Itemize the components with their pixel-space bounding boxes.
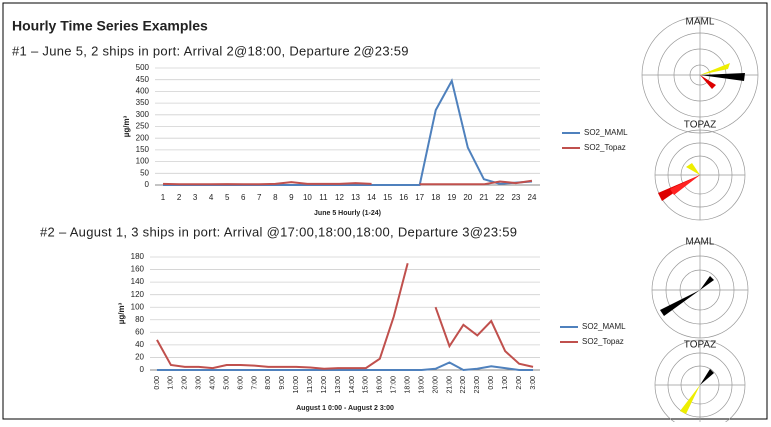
legend-label: SO2_MAML (582, 322, 626, 331)
x-tick-label: 14:00 (349, 376, 356, 394)
wind-rose (654, 129, 746, 221)
x-tick-label: 22:00 (460, 376, 467, 394)
x-tick-label: 9:00 (279, 376, 286, 390)
wind-rose (654, 339, 746, 427)
x-tick-label: 21:00 (446, 376, 453, 394)
x-tick-label: 20:00 (432, 376, 439, 394)
y-tick-label: 450 (136, 75, 150, 84)
x-tick-label: 7:00 (251, 376, 258, 390)
y-tick-label: 250 (136, 122, 150, 131)
x-tick-label: 20 (463, 193, 472, 202)
x-tick-label: 3 (193, 193, 198, 202)
wind-rose-label: MAML (686, 17, 715, 28)
y-tick-label: 300 (136, 110, 150, 119)
x-tick-label: 15 (383, 193, 392, 202)
x-tick-label: 24 (528, 193, 537, 202)
y-tick-label: 500 (136, 63, 150, 72)
x-tick-label: 10 (303, 193, 312, 202)
x-tick-label: 1 (161, 193, 166, 202)
x-tick-label: 0:00 (154, 376, 161, 390)
series-line (156, 263, 409, 370)
y-axis-label: µg/m³ (117, 302, 126, 324)
y-tick-label: 150 (136, 145, 150, 154)
legend-label: SO2_MAML (584, 128, 628, 137)
y-axis-label: µg/m³ (122, 115, 131, 137)
x-tick-label: 17:00 (391, 376, 398, 394)
wind-rose-label: TOPAZ (684, 340, 716, 351)
y-tick-label: 140 (131, 277, 145, 286)
y-tick-label: 350 (136, 98, 150, 107)
y-tick-label: 120 (131, 290, 145, 299)
x-tick-label: 5:00 (223, 376, 230, 390)
series-line (156, 361, 534, 372)
legend-label: SO2_Topaz (582, 337, 624, 346)
x-tick-label: 12 (335, 193, 344, 202)
x-tick-label: 12:00 (321, 376, 328, 394)
x-tick-label: 4:00 (210, 376, 217, 390)
x-tick-label: 2 (177, 193, 182, 202)
x-tick-label: 11:00 (307, 376, 314, 393)
x-tick-label: 15:00 (363, 376, 370, 394)
x-tick-label: 9 (289, 193, 294, 202)
y-tick-label: 200 (136, 133, 150, 142)
y-tick-label: 100 (131, 302, 145, 311)
x-tick-label: 19 (447, 193, 456, 202)
x-tick-label: 2:00 (516, 376, 523, 390)
x-tick-label: 8:00 (265, 376, 272, 390)
series-line (162, 181, 372, 186)
wind-rose-label: TOPAZ (684, 120, 716, 131)
chart-heading: #1 – June 5, 2 ships in port: Arrival 2@… (12, 43, 409, 58)
x-axis-label: June 5 Hourly (1-24) (314, 210, 381, 217)
y-tick-label: 40 (135, 340, 144, 349)
x-tick-label: 3:00 (196, 376, 203, 390)
x-tick-label: 3:00 (530, 376, 537, 390)
x-tick-label: 23 (511, 193, 520, 202)
wind-rose (651, 241, 749, 339)
x-axis-label: August 1 0:00 - August 2 3:00 (296, 405, 394, 412)
series-line (434, 306, 534, 368)
x-tick-label: 8 (273, 193, 278, 202)
x-tick-label: 22 (495, 193, 504, 202)
x-tick-label: 6:00 (237, 376, 244, 390)
chart-heading: #2 – August 1, 3 ships in port: Arrival … (40, 224, 517, 239)
x-tick-label: 14 (367, 193, 376, 202)
legend-label: SO2_Topaz (584, 143, 626, 152)
series-line (419, 179, 533, 186)
x-tick-label: 4 (209, 193, 214, 202)
y-tick-label: 180 (131, 252, 145, 261)
y-tick-label: 80 (135, 315, 144, 324)
y-tick-label: 100 (136, 157, 150, 166)
y-tick-label: 0 (140, 365, 145, 374)
y-tick-label: 60 (135, 327, 144, 336)
x-tick-label: 10:00 (293, 376, 300, 394)
x-tick-label: 19:00 (418, 376, 425, 394)
x-tick-label: 1:00 (502, 376, 509, 390)
x-tick-label: 16:00 (377, 376, 384, 394)
x-tick-label: 11 (319, 193, 328, 202)
y-tick-label: 50 (140, 168, 149, 177)
x-tick-label: 21 (479, 193, 488, 202)
y-tick-label: 160 (131, 265, 145, 274)
y-tick-label: 20 (135, 353, 144, 362)
y-tick-label: 400 (136, 87, 150, 96)
x-tick-label: 2:00 (182, 376, 189, 390)
x-tick-label: 16 (399, 193, 408, 202)
x-tick-label: 18 (431, 193, 440, 202)
slide-title: Hourly Time Series Examples (12, 18, 208, 34)
x-tick-label: 7 (257, 193, 262, 202)
x-tick-label: 17 (415, 193, 424, 202)
x-tick-label: 5 (225, 193, 230, 202)
x-tick-label: 13 (351, 193, 360, 202)
wind-rose-label: MAML (686, 237, 715, 248)
x-tick-label: 1:00 (168, 376, 175, 390)
slide-border (2, 2, 768, 420)
x-tick-label: 13:00 (335, 376, 342, 394)
x-tick-label: 18:00 (405, 376, 412, 394)
x-tick-label: 6 (241, 193, 246, 202)
y-tick-label: 0 (145, 180, 150, 189)
x-tick-label: 23:00 (474, 376, 481, 394)
x-tick-label: 0:00 (488, 376, 495, 390)
